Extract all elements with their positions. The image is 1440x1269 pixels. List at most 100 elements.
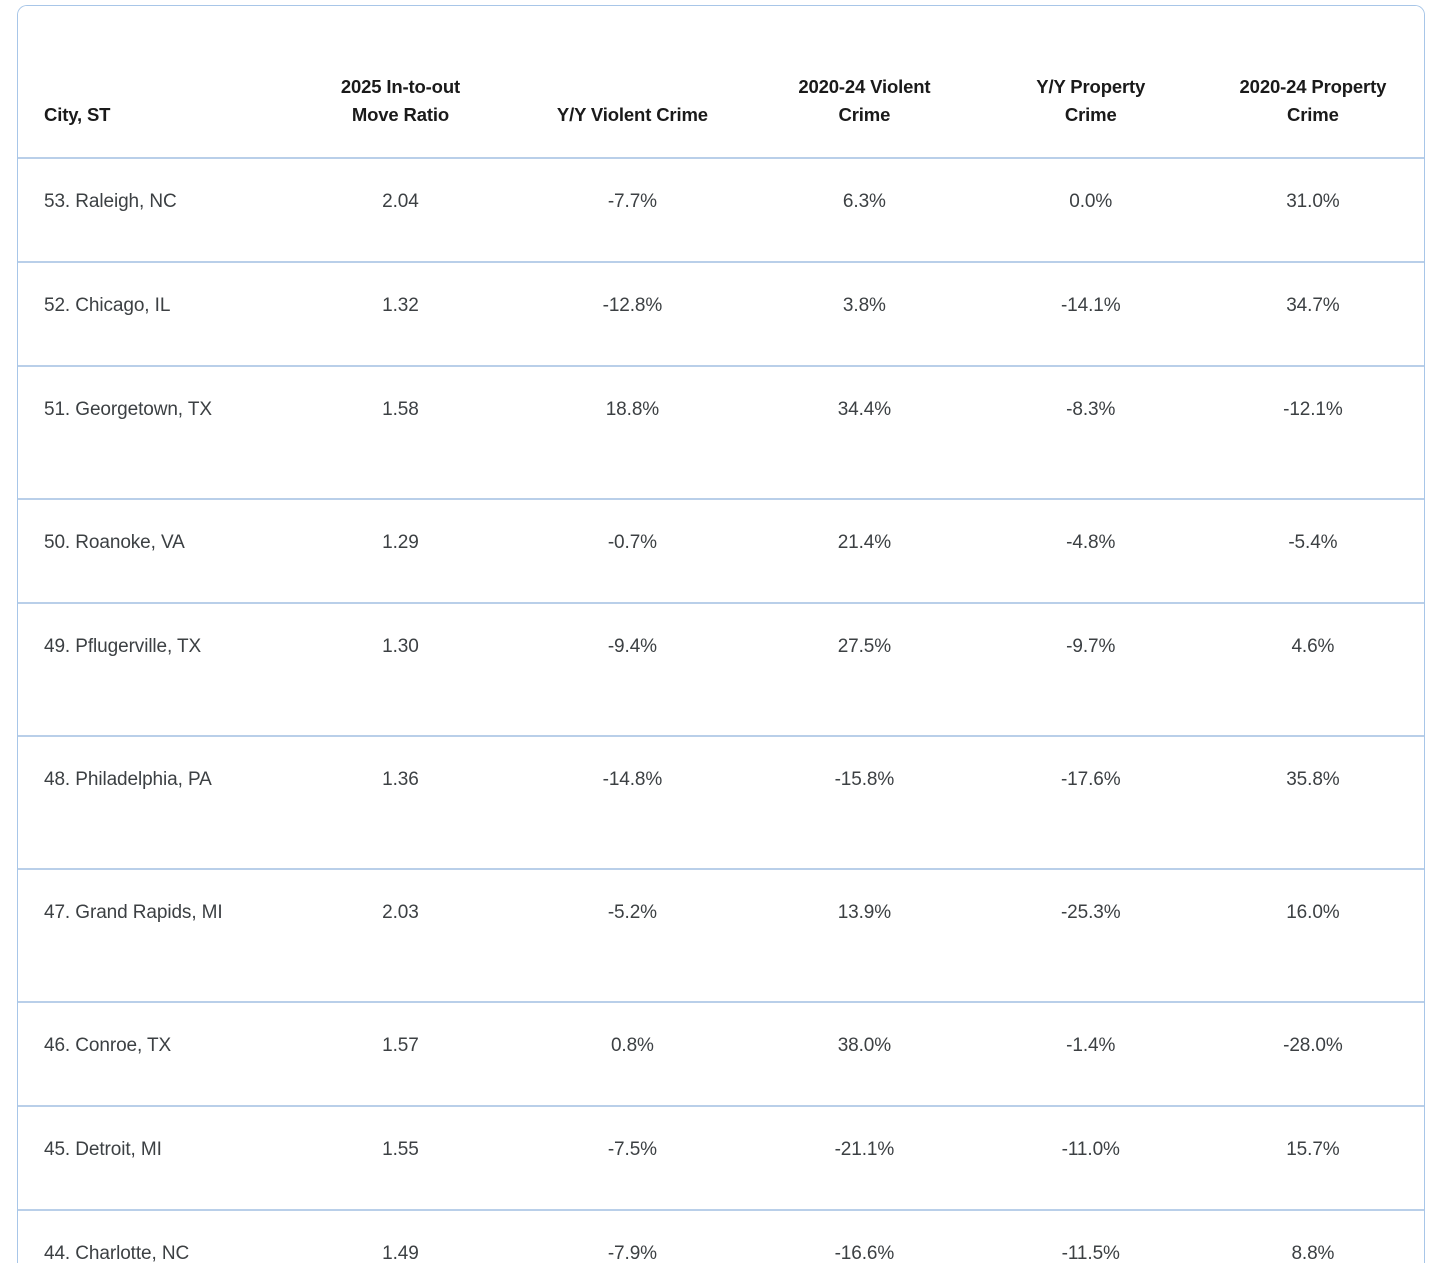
table-row[interactable]: 44. Charlotte, NC 1.49 -7.9% -16.6% -11.5% 8.… — [18, 1210, 1424, 1263]
cell-move-ratio-value: 1.49 — [382, 1243, 419, 1263]
table-row[interactable]: 49. Pflugerville, TX 1.30 -9.4% 27.5% -9.7% 4… — [18, 603, 1424, 737]
table-row[interactable]: 48. Philadelphia, PA 1.36 -14.8% -15.8% -17.… — [18, 736, 1424, 870]
cell-yy-violent-crime-value: -12.8% — [602, 295, 663, 316]
column-header-yy-property-crime[interactable]: Y/Y Property Crime — [979, 6, 1202, 159]
cell-2020-24-violent-crime-value: 27.5% — [837, 636, 892, 657]
column-header-2020-24-violent-crime[interactable]: 2020-24 Violent Crime — [749, 6, 980, 159]
cell-yy-property-crime: -25.3% — [979, 869, 1202, 1003]
column-header-2020-24-property-crime[interactable]: 2020-24 Property Crime — [1201, 6, 1424, 159]
cell-2020-24-property-crime-value: 34.7% — [1286, 295, 1340, 316]
move-ratio-line1: 2025 In-to-out — [340, 76, 460, 98]
property-2024-line2: Crime — [1287, 103, 1339, 125]
cell-yy-violent-crime-value: -0.7% — [607, 532, 657, 553]
cell-yy-violent-crime: -9.4% — [515, 603, 750, 737]
cell-yy-property-crime-value: -4.8% — [1066, 532, 1116, 553]
cell-city: 46. Conroe, TX — [18, 1002, 286, 1107]
cell-city: 48. Philadelphia, PA — [18, 736, 286, 870]
cell-yy-violent-crime: -7.5% — [515, 1106, 750, 1211]
cell-yy-property-crime: -11.5% — [979, 1210, 1202, 1263]
move-ratio-line2: Move Ratio — [351, 103, 449, 125]
table-row[interactable]: 52. Chicago, IL 1.32 -12.8% 3.8% -14.1% 34.7% — [18, 262, 1424, 367]
cell-yy-violent-crime: -0.7% — [515, 499, 750, 604]
property-2024-line1: 2020-24 Property — [1239, 76, 1387, 98]
cell-2020-24-violent-crime-value: -21.1% — [834, 1139, 895, 1160]
column-header-2020-24-property-crime-label: 2020-24 Property Crime — [1202, 73, 1424, 157]
cell-move-ratio: 1.29 — [285, 499, 516, 604]
cell-2020-24-property-crime-value: 16.0% — [1286, 902, 1340, 923]
table-row[interactable]: 46. Conroe, TX 1.57 0.8% 38.0% -1.4% -28.0% — [18, 1002, 1424, 1107]
column-header-yy-property-crime-label: Y/Y Property Crime — [980, 73, 1202, 157]
cell-move-ratio-value: 1.29 — [382, 532, 419, 553]
cell-2020-24-property-crime-value: 8.8% — [1291, 1243, 1335, 1263]
cell-city-value: 51. Georgetown, TX — [44, 399, 212, 420]
cell-2020-24-violent-crime-value: 21.4% — [837, 532, 892, 553]
cell-2020-24-property-crime-value: -5.4% — [1288, 532, 1338, 553]
yy-property-line2: Crime — [1064, 103, 1117, 125]
cell-2020-24-violent-crime: 21.4% — [749, 499, 980, 604]
column-header-city-label: City, ST — [44, 103, 111, 125]
cell-yy-property-crime: 0.0% — [979, 158, 1202, 263]
column-header-city[interactable]: City, ST — [18, 6, 286, 159]
cell-move-ratio-value: 2.03 — [382, 902, 419, 923]
cell-move-ratio-value: 1.55 — [382, 1139, 419, 1160]
cell-city: 44. Charlotte, NC — [18, 1210, 286, 1263]
cell-2020-24-violent-crime: 6.3% — [749, 158, 980, 263]
cell-city: 53. Raleigh, NC — [18, 158, 286, 263]
cell-yy-violent-crime: -5.2% — [515, 869, 750, 1003]
table-row[interactable]: 51. Georgetown, TX 1.58 18.8% 34.4% -8.3% -12… — [18, 366, 1424, 500]
cell-move-ratio-value: 2.04 — [382, 191, 419, 212]
cell-2020-24-property-crime: -28.0% — [1201, 1002, 1424, 1107]
cell-move-ratio: 1.32 — [285, 262, 516, 367]
column-header-2020-24-violent-crime-label: 2020-24 Violent Crime — [749, 73, 980, 157]
cell-yy-property-crime: -14.1% — [979, 262, 1202, 367]
cell-2020-24-violent-crime: 38.0% — [749, 1002, 980, 1107]
column-header-move-ratio[interactable]: 2025 In-to-out Move Ratio — [285, 6, 516, 159]
cell-yy-property-crime-value: -9.7% — [1066, 636, 1116, 657]
cell-yy-property-crime-value: -1.4% — [1066, 1035, 1116, 1056]
cell-2020-24-violent-crime-value: -15.8% — [834, 769, 895, 790]
cell-2020-24-property-crime: -12.1% — [1201, 366, 1424, 500]
cell-yy-violent-crime-value: -14.8% — [602, 769, 663, 790]
cell-move-ratio-value: 1.36 — [382, 769, 419, 790]
crime-move-ratio-table: City, ST 2025 In-to-out Move Ratio Y/Y Vi… — [18, 6, 1424, 1263]
cell-2020-24-violent-crime: 13.9% — [749, 869, 980, 1003]
table-row[interactable]: 47. Grand Rapids, MI 2.03 -5.2% 13.9% -25.3%… — [18, 869, 1424, 1003]
cell-city: 50. Roanoke, VA — [18, 499, 286, 604]
table-row[interactable]: 50. Roanoke, VA 1.29 -0.7% 21.4% -4.8% -5.4% — [18, 499, 1424, 604]
table-row[interactable]: 53. Raleigh, NC 2.04 -7.7% 6.3% 0.0% 31.0% — [18, 158, 1424, 263]
cell-city: 47. Grand Rapids, MI — [18, 869, 286, 1003]
cell-city: 45. Detroit, MI — [18, 1106, 286, 1211]
crime-table-card: City, ST 2025 In-to-out Move Ratio Y/Y Vi… — [17, 5, 1425, 1263]
cell-yy-violent-crime-value: -5.2% — [607, 902, 657, 923]
cell-yy-violent-crime-value: -7.7% — [607, 191, 657, 212]
violent-2024-line1: 2020-24 Violent — [798, 76, 931, 98]
cell-yy-property-crime: -8.3% — [979, 366, 1202, 500]
cell-move-ratio-value: 1.58 — [382, 399, 419, 420]
table-header-row: City, ST 2025 In-to-out Move Ratio Y/Y Vi… — [18, 6, 1424, 159]
cell-2020-24-violent-crime: 34.4% — [749, 366, 980, 500]
column-header-yy-violent-crime[interactable]: Y/Y Violent Crime — [515, 6, 750, 159]
cell-yy-violent-crime-value: -7.9% — [607, 1243, 657, 1263]
cell-yy-violent-crime: -7.7% — [515, 158, 750, 263]
cell-yy-property-crime-value: -25.3% — [1060, 902, 1121, 923]
column-header-move-ratio-label: 2025 In-to-out Move Ratio — [285, 73, 516, 157]
cell-2020-24-violent-crime: 3.8% — [749, 262, 980, 367]
cell-move-ratio: 2.03 — [285, 869, 516, 1003]
cell-yy-property-crime-value: -11.0% — [1061, 1139, 1120, 1160]
cell-2020-24-violent-crime-value: 34.4% — [837, 399, 892, 420]
cell-2020-24-property-crime-value: 15.7% — [1286, 1139, 1340, 1160]
cell-2020-24-property-crime: 34.7% — [1201, 262, 1424, 367]
cell-move-ratio-value: 1.30 — [382, 636, 419, 657]
cell-2020-24-property-crime: 16.0% — [1201, 869, 1424, 1003]
cell-move-ratio: 1.36 — [285, 736, 516, 870]
cell-2020-24-property-crime: 35.8% — [1201, 736, 1424, 870]
table-row[interactable]: 45. Detroit, MI 1.55 -7.5% -21.1% -11.0% 15.7… — [18, 1106, 1424, 1211]
cell-city-value: 50. Roanoke, VA — [44, 532, 185, 553]
cell-city-value: 52. Chicago, IL — [44, 295, 171, 316]
cell-yy-property-crime-value: -8.3% — [1066, 399, 1116, 420]
cell-move-ratio: 1.30 — [285, 603, 516, 737]
cell-yy-violent-crime: 0.8% — [515, 1002, 750, 1107]
cell-city: 51. Georgetown, TX — [18, 366, 286, 500]
cell-yy-violent-crime: 18.8% — [515, 366, 750, 500]
